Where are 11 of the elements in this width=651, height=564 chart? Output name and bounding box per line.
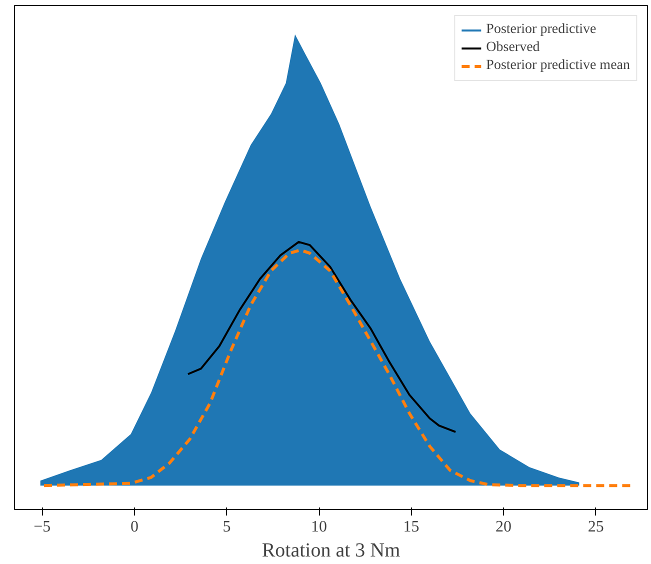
x-tick-label: −5 [34, 518, 51, 536]
x-tick-label: 10 [311, 518, 328, 536]
x-axis-title: Rotation at 3 Nm [262, 540, 401, 562]
x-tick-label: 20 [496, 518, 512, 536]
legend-label: Posterior predictive mean [486, 58, 630, 74]
x-tick-label: 5 [222, 518, 231, 536]
x-tick-label: 15 [403, 518, 420, 536]
x-tick-label: 0 [130, 518, 138, 536]
legend-label: Observed [486, 40, 540, 56]
x-tick-label: 25 [588, 518, 604, 536]
legend-label: Posterior predictive [486, 22, 596, 38]
